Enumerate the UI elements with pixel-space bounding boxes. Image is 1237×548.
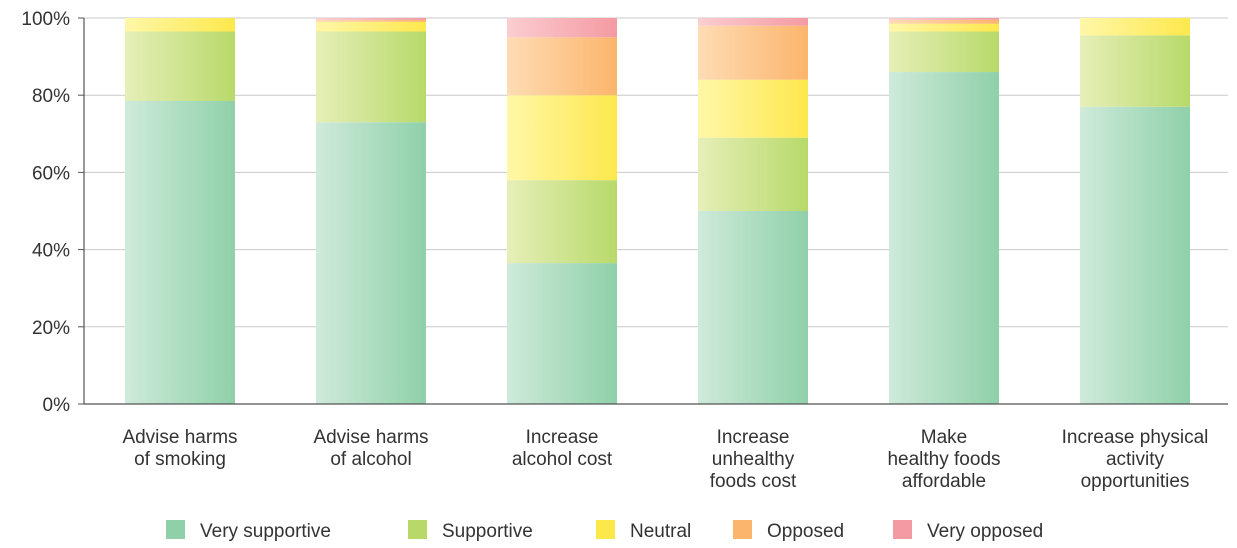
bar-segment xyxy=(316,31,426,123)
y-tick-label: 20% xyxy=(32,318,70,339)
y-tick-label: 60% xyxy=(32,163,70,184)
bar-segment xyxy=(698,18,808,26)
bar-segment xyxy=(316,19,426,22)
gridlines xyxy=(84,17,1228,328)
legend-label: Neutral xyxy=(630,521,691,542)
legend-label: Supportive xyxy=(442,521,533,542)
x-tick-label: Advise harms of smoking xyxy=(122,427,237,470)
bar-segment xyxy=(889,72,999,404)
bar-segment xyxy=(1080,35,1190,107)
y-tick-label: 80% xyxy=(32,86,70,107)
y-axis-ticks: 0% 20% 40% 60% 80% 100% xyxy=(21,9,84,416)
x-tick-label: Increase alcohol cost xyxy=(512,427,613,470)
x-tick-label: Increase unhealthy foods cost xyxy=(710,427,797,492)
legend-item: Very opposed xyxy=(893,520,1043,542)
legend-item: Neutral xyxy=(596,520,691,542)
bar-segment xyxy=(698,137,808,211)
y-tick-label: 100% xyxy=(21,9,70,30)
bar-segment xyxy=(507,95,617,181)
y-tick-label: 0% xyxy=(43,395,71,416)
bar-segment xyxy=(507,263,617,404)
bar-segment xyxy=(698,211,808,404)
bar-segment xyxy=(698,25,808,80)
legend-swatch xyxy=(166,520,185,539)
bar-segment xyxy=(125,100,235,405)
y-tick-label: 40% xyxy=(32,241,70,262)
bar-segment xyxy=(507,180,617,264)
legend-swatch xyxy=(733,520,752,539)
bar-segment xyxy=(889,18,999,20)
bar-segment xyxy=(316,122,426,404)
bar-segment xyxy=(316,21,426,32)
bar-segment xyxy=(889,23,999,32)
legend-swatch xyxy=(893,520,912,539)
legend-label: Opposed xyxy=(767,521,844,542)
x-tick-label: Advise harms of alcohol xyxy=(313,427,428,470)
bar-segment xyxy=(889,19,999,24)
bar-segment xyxy=(507,37,617,96)
bars xyxy=(125,18,1190,405)
legend-swatch xyxy=(596,520,615,539)
legend-label: Very opposed xyxy=(927,521,1043,542)
legend-item: Opposed xyxy=(733,520,844,542)
bar-segment xyxy=(125,18,235,32)
bar-segment xyxy=(1080,18,1190,36)
bar-segment xyxy=(698,79,808,138)
legend-item: Very supportive xyxy=(166,520,331,542)
axes xyxy=(83,18,1228,405)
x-axis-labels: Advise harms of smoking Advise harms of alc… xyxy=(122,427,1208,492)
bar-segment xyxy=(889,31,999,73)
legend-swatch xyxy=(408,520,427,539)
legend-label: Very supportive xyxy=(200,521,331,542)
bar-segment xyxy=(1080,106,1190,404)
legend-item: Supportive xyxy=(408,520,533,542)
x-tick-label: Increase physical activity opportunities xyxy=(1062,427,1209,492)
bar-segment xyxy=(316,18,426,20)
bar-segment xyxy=(507,18,617,38)
bar-segment xyxy=(125,31,235,101)
legend: Very supportive Supportive Neutral Opposed V… xyxy=(166,520,1043,542)
x-tick-label: Make healthy foods affordable xyxy=(887,427,1000,492)
